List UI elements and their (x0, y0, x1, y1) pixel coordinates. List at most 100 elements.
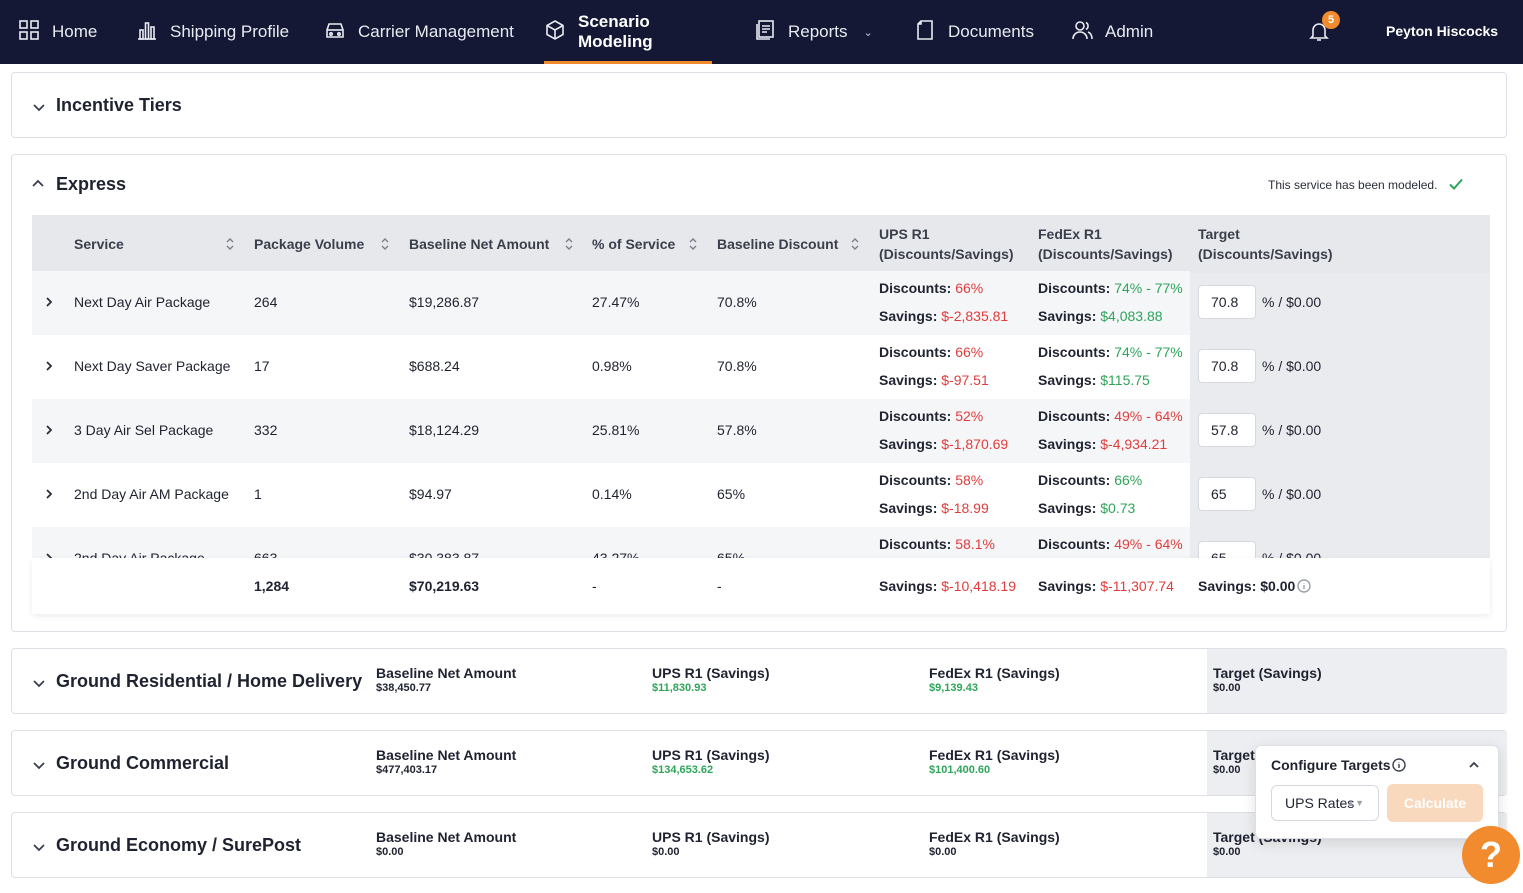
configure-targets-title: Configure Targets (1271, 757, 1391, 773)
table-row[interactable]: Next Day Air Package 264 $19,286.87 27.4… (32, 271, 1190, 335)
nav-reports[interactable]: Reports ⌄ (754, 0, 873, 64)
target-input[interactable]: 70.8 (1198, 349, 1256, 383)
target-input[interactable]: 65 (1198, 477, 1256, 511)
nav-shipping-profile[interactable]: Shipping Profile (136, 0, 289, 64)
calculate-button[interactable]: Calculate (1387, 784, 1483, 822)
panel-title[interactable]: Express (56, 174, 127, 194)
nav-admin[interactable]: Admin (1071, 0, 1153, 64)
savings-label: Savings: (1038, 372, 1097, 388)
user-menu[interactable]: Peyton Hiscocks (1386, 23, 1499, 39)
fedex-discount-value: 66% (1114, 472, 1143, 488)
header-service[interactable]: Service (74, 236, 124, 252)
cell-ups-savings: Savings: $-97.51 (879, 372, 989, 388)
cell-discount: 70.8% (717, 294, 757, 310)
target-suffix: % / $0.00 (1262, 550, 1322, 558)
cell-ups-discounts: Discounts: 66% (879, 344, 983, 360)
panel-title[interactable]: Ground Residential / Home Delivery (56, 671, 363, 691)
sort-icon[interactable] (688, 237, 698, 251)
sort-icon[interactable] (564, 237, 574, 251)
discounts-label: Discounts: (879, 408, 952, 424)
fedex-savings-value: $115.75 (1100, 372, 1150, 388)
savings-label: Savings: (879, 436, 938, 452)
chevron-right-icon[interactable] (44, 295, 54, 307)
cell-fedex-savings: Savings: $4,083.88 (1038, 308, 1163, 324)
row-background (32, 527, 1190, 558)
cell-volume: 17 (254, 358, 270, 374)
chevron-right-icon[interactable] (44, 423, 54, 435)
fedex-label: FedEx R1 (Savings) (929, 829, 1060, 845)
ups-savings-value: $-2,835.81 (941, 308, 1009, 324)
grid-icon (18, 19, 52, 46)
fedex-savings-value: $4,083.88 (1100, 308, 1163, 324)
ups-discount-value: 66% (955, 344, 984, 360)
chevron-up-icon[interactable] (31, 177, 45, 191)
info-icon[interactable] (1392, 758, 1406, 772)
target-label: Target (Savings) (1213, 665, 1322, 681)
panel-title[interactable]: Ground Economy / SurePost (56, 835, 302, 855)
savings-label: Savings: (879, 578, 938, 594)
discounts-label: Discounts: (879, 536, 952, 552)
sort-icon[interactable] (850, 237, 860, 251)
table-row[interactable]: 2nd Day Air Package 663 $30,383.87 43.27… (32, 527, 1490, 558)
total-pct: - (592, 578, 597, 594)
cell-service: 3 Day Air Sel Package (74, 422, 214, 438)
target-input[interactable]: 57.8 (1198, 413, 1256, 447)
chevron-right-icon[interactable] (44, 551, 54, 558)
table-row[interactable]: 2nd Day Air AM Package 1 $94.97 0.14% 65… (32, 463, 1190, 527)
panel-title[interactable]: Incentive Tiers (56, 95, 182, 115)
baseline-label: Baseline Net Amount (376, 747, 517, 763)
sort-icon[interactable] (225, 237, 235, 251)
table-row[interactable]: Next Day Saver Package 17 $688.24 0.98% … (32, 335, 1190, 399)
bell-icon[interactable] (1308, 20, 1332, 44)
header-line: (Discounts/Savings) (879, 246, 1014, 262)
car-icon (324, 19, 358, 46)
chevron-right-icon[interactable] (44, 487, 54, 499)
nav-home[interactable]: Home (18, 0, 97, 64)
discounts-label: Discounts: (879, 280, 952, 296)
header-line: (Discounts/Savings) (1198, 246, 1333, 262)
cell-service: 2nd Day Air Package (74, 550, 205, 558)
rates-select[interactable]: UPS Rates ▲▼ (1271, 785, 1379, 821)
header-baseline-net-amount[interactable]: Baseline Net Amount (409, 236, 550, 252)
cell-discount: 65% (717, 486, 746, 502)
ups-discount-value: 52% (955, 408, 984, 424)
header-pct-of-service[interactable]: % of Service (592, 236, 676, 252)
ups-label: UPS R1 (Savings) (652, 829, 770, 845)
cell-volume: 264 (254, 294, 278, 310)
chevron-down-icon[interactable] (32, 758, 46, 772)
sort-icon[interactable] (380, 237, 390, 251)
discounts-label: Discounts: (879, 472, 952, 488)
fedex-label: FedEx R1 (Savings) (929, 665, 1060, 681)
ground-residential-panel: Ground Residential / Home Delivery Basel… (11, 648, 1507, 714)
fedex-total-savings-value: $-11,307.74 (1100, 578, 1174, 594)
nav-carrier-management[interactable]: Carrier Management (324, 0, 514, 64)
target-value: $0.00 (1213, 846, 1241, 858)
header-baseline-discount[interactable]: Baseline Discount (717, 236, 839, 252)
chevron-right-icon[interactable] (44, 359, 54, 371)
nav-documents[interactable]: Documents (914, 0, 1034, 64)
ups-value: $134,653.62 (652, 764, 714, 776)
target-input[interactable]: 70.8 (1198, 285, 1256, 319)
users-icon (1071, 19, 1105, 46)
cell-service: 2nd Day Air AM Package (74, 486, 229, 502)
header-package-volume[interactable]: Package Volume (254, 236, 365, 252)
total-fedex-savings: Savings: $-11,307.74 (1038, 578, 1174, 594)
table-row[interactable]: 3 Day Air Sel Package 332 $18,124.29 25.… (32, 399, 1190, 463)
panel-title[interactable]: Ground Commercial (56, 753, 230, 773)
info-icon[interactable] (1297, 579, 1311, 593)
target-input[interactable]: 65 (1198, 541, 1256, 558)
chevron-down-icon[interactable] (32, 840, 46, 854)
header-line: (Discounts/Savings) (1038, 246, 1173, 262)
help-button[interactable]: ? (1462, 826, 1520, 884)
cell-pct: 0.14% (592, 486, 632, 502)
target-suffix: % / $0.00 (1262, 422, 1322, 438)
discounts-label: Discounts: (1038, 536, 1111, 552)
cell-ups-savings: Savings: $-18.99 (879, 500, 989, 516)
nav-scenario-modeling[interactable]: Scenario Modeling (544, 0, 712, 64)
ups-value: $0.00 (652, 846, 680, 858)
chevron-down-icon[interactable] (32, 100, 46, 114)
check-icon (1448, 176, 1464, 192)
cell-fedex-discounts: Discounts: 49% - 64% (1038, 408, 1183, 424)
chevron-down-icon[interactable] (32, 676, 46, 690)
chevron-up-icon[interactable] (1468, 758, 1480, 770)
